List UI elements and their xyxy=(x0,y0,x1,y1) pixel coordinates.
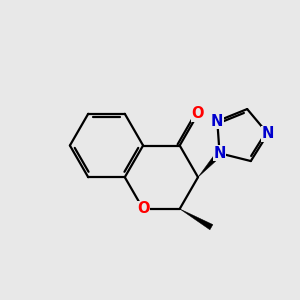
Text: O: O xyxy=(137,201,149,216)
Text: N: N xyxy=(262,126,274,141)
Polygon shape xyxy=(180,209,213,230)
Polygon shape xyxy=(198,151,222,177)
Text: O: O xyxy=(192,106,204,121)
Text: N: N xyxy=(211,114,224,129)
Text: N: N xyxy=(213,146,226,161)
